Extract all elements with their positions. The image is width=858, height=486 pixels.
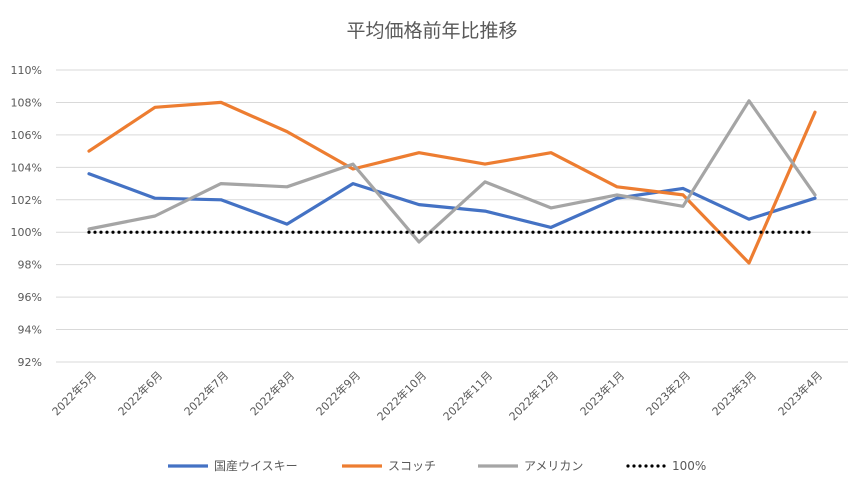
series-line [87,99,817,244]
y-tick-label: 102% [11,194,42,207]
legend-label: 国産ウイスキー [214,458,298,473]
y-tick-label: 98% [18,259,42,272]
x-tick-label: 2023年2月 [643,368,693,418]
y-tick-label: 106% [11,129,42,142]
x-tick-label: 2022年12月 [506,368,561,423]
x-tick-label: 2022年8月 [247,368,297,418]
legend-label: 100% [672,459,706,473]
y-tick-label: 94% [18,324,42,337]
x-axis-ticks: 2022年5月 2022年6月 2022年7月 2022年8月 2022年9月 2022年… [49,368,825,423]
x-tick-label: 2022年6月 [115,368,165,418]
x-tick-label: 2023年4月 [775,368,825,418]
series-line [87,172,817,229]
y-axis-ticks: 92% 94% 96% 98% 100% 102% 104% 106% 108% 110% [11,64,42,369]
x-tick-label: 2022年11月 [440,368,495,423]
legend-label: アメリカン [524,459,583,473]
legend: 国産ウイスキー スコッチ アメリカン 100% [168,458,706,473]
x-tick-label: 2023年3月 [709,368,759,418]
y-tick-label: 110% [11,64,42,77]
gridlines [56,69,848,363]
x-tick-label: 2022年10月 [374,368,429,423]
y-tick-label: 92% [18,356,42,369]
x-tick-label: 2022年9月 [313,368,363,418]
series-line [87,100,817,265]
legend-label: スコッチ [388,459,436,473]
series-lines [87,99,817,265]
y-tick-label: 100% [11,226,42,239]
y-tick-label: 104% [11,161,42,174]
chart-title: 平均価格前年比推移 [346,20,517,42]
x-tick-label: 2023年1月 [577,368,627,418]
x-tick-label: 2022年5月 [49,368,99,418]
y-tick-label: 108% [11,96,42,109]
x-tick-label: 2022年7月 [181,368,231,418]
y-tick-label: 96% [18,291,42,304]
